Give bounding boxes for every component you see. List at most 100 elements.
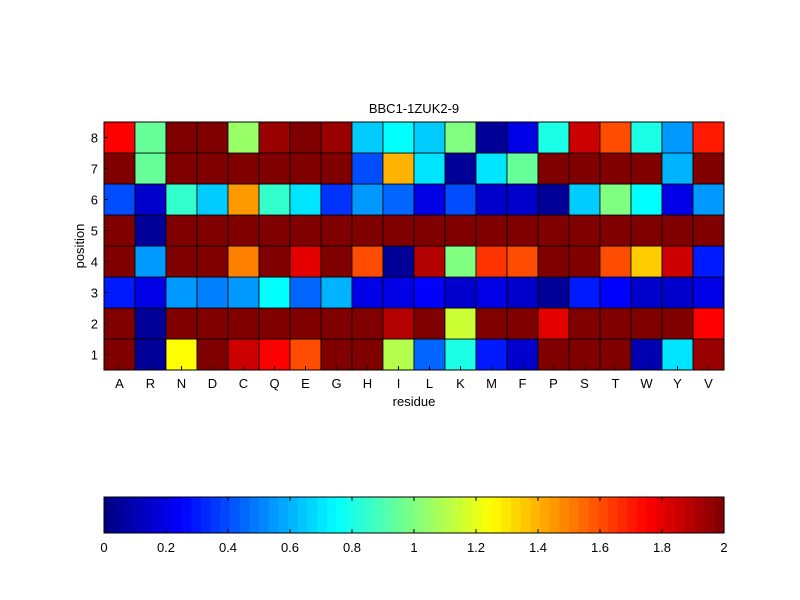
heatmap-cell-G-8 <box>320 121 353 154</box>
heatmap-cell-H-5 <box>351 214 384 247</box>
colorbar-tick-label: 0 <box>100 540 107 555</box>
x-tick-label: L <box>426 376 433 391</box>
heatmap-cell-M-8 <box>475 121 508 154</box>
heatmap-cell-D-2 <box>196 307 229 340</box>
heatmap-cell-K-4 <box>444 245 477 278</box>
colorbar-swatch <box>259 497 270 533</box>
heatmap-cell-L-2 <box>413 307 446 340</box>
heatmap-cell-T-7 <box>599 152 632 185</box>
heatmap-cell-K-8 <box>444 121 477 154</box>
x-tick-label: S <box>580 376 589 391</box>
heatmap-cell-C-7 <box>227 152 260 185</box>
heatmap-cell-N-8 <box>165 121 198 154</box>
x-tick-label: H <box>363 376 372 391</box>
heatmap-cell-W-4 <box>630 245 663 278</box>
heatmap-cell-V-8 <box>692 121 725 154</box>
heatmap-cell-L-1 <box>413 338 446 371</box>
plot-frame <box>103 121 725 371</box>
heatmap-cell-F-6 <box>506 183 539 216</box>
colorbar-swatch <box>113 497 124 533</box>
heatmap-cell-Y-7 <box>661 152 694 185</box>
heatmap-cell-D-8 <box>196 121 229 154</box>
heatmap-cell-M-2 <box>475 307 508 340</box>
colorbar-swatch <box>665 497 677 533</box>
heatmap-cell-N-1 <box>165 338 198 371</box>
heatmap-cell-V-4 <box>692 245 725 278</box>
heatmap-cell-Q-7 <box>258 152 291 185</box>
colorbar-swatch <box>433 497 444 533</box>
x-tick-label: C <box>239 376 248 391</box>
y-tick-label: 3 <box>91 286 98 301</box>
heatmap-cell-H-7 <box>351 152 384 185</box>
heatmap-cell-Y-6 <box>661 183 694 216</box>
heatmap-cell-A-1 <box>103 338 136 371</box>
heatmap-cell-W-8 <box>630 121 663 154</box>
heatmap-cell-V-3 <box>692 276 725 309</box>
heatmap-cell-G-5 <box>320 214 353 247</box>
heatmap-cell-Y-1 <box>661 338 694 371</box>
colorbar-swatch <box>181 497 192 533</box>
colorbar-swatch <box>481 497 493 533</box>
colorbar-swatch <box>646 497 657 533</box>
x-tick-label: F <box>519 376 527 391</box>
heatmap-cell-D-1 <box>196 338 229 371</box>
colorbar-tick-label: 1.8 <box>653 540 671 555</box>
colorbar-swatch <box>162 497 173 533</box>
colorbar-swatch <box>142 497 154 533</box>
heatmap-cell-A-6 <box>103 183 136 216</box>
colorbar-swatch <box>249 497 260 533</box>
colorbar-swatch <box>443 497 454 533</box>
heatmap-cell-I-5 <box>382 214 415 247</box>
heatmap-cell-I-7 <box>382 152 415 185</box>
colorbar-swatch <box>656 497 667 533</box>
heatmap-cell-G-4 <box>320 245 353 278</box>
colorbar <box>104 497 725 533</box>
heatmap-cell-S-6 <box>568 183 601 216</box>
heatmap-cell-D-5 <box>196 214 229 247</box>
x-tick-label: Y <box>673 376 682 391</box>
colorbar-tick-label: 2 <box>720 540 727 555</box>
heatmap-cell-P-5 <box>537 214 570 247</box>
heatmap-cell-Y-8 <box>661 121 694 154</box>
colorbar-swatch <box>607 497 619 533</box>
heatmap-cell-P-6 <box>537 183 570 216</box>
heatmap-cell-E-8 <box>289 121 322 154</box>
colorbar-swatch <box>375 497 386 533</box>
heatmap-cell-M-7 <box>475 152 508 185</box>
heatmap-cell-D-7 <box>196 152 229 185</box>
colorbar-swatch <box>346 497 357 533</box>
heatmap-cell-G-6 <box>320 183 353 216</box>
heatmap-cell-T-3 <box>599 276 632 309</box>
colorbar-swatch <box>152 497 163 533</box>
heatmap-cell-K-7 <box>444 152 477 185</box>
x-tick-label: P <box>549 376 558 391</box>
heatmap-cell-D-4 <box>196 245 229 278</box>
colorbar-swatch <box>384 497 396 533</box>
heatmap-cell-A-4 <box>103 245 136 278</box>
colorbar-swatch <box>171 497 183 533</box>
colorbar-swatch <box>539 497 551 533</box>
heatmap-cell-Y-4 <box>661 245 694 278</box>
x-tick-label: K <box>456 376 465 391</box>
y-tick-label: 5 <box>91 224 98 239</box>
heatmap-cell-M-3 <box>475 276 508 309</box>
colorbar-swatch <box>210 497 221 533</box>
heatmap-cell-C-5 <box>227 214 260 247</box>
colorbar-swatch <box>452 497 464 533</box>
x-tick-label: A <box>115 376 124 391</box>
heatmap-cell-A-7 <box>103 152 136 185</box>
colorbar-swatch <box>268 497 279 533</box>
heatmap-cell-A-5 <box>103 214 136 247</box>
heatmap-cell-G-3 <box>320 276 353 309</box>
heatmap-cell-N-6 <box>165 183 198 216</box>
colorbar-swatch <box>123 497 134 533</box>
heatmap-cell-M-1 <box>475 338 508 371</box>
heatmap-cell-A-8 <box>103 121 136 154</box>
heatmap-cell-W-3 <box>630 276 663 309</box>
colorbar-swatch <box>229 497 241 533</box>
colorbar-swatch <box>278 497 289 533</box>
heatmap-cell-Y-5 <box>661 214 694 247</box>
heatmap-cell-C-8 <box>227 121 260 154</box>
heatmap-cell-D-6 <box>196 183 229 216</box>
heatmap-cell-F-1 <box>506 338 539 371</box>
